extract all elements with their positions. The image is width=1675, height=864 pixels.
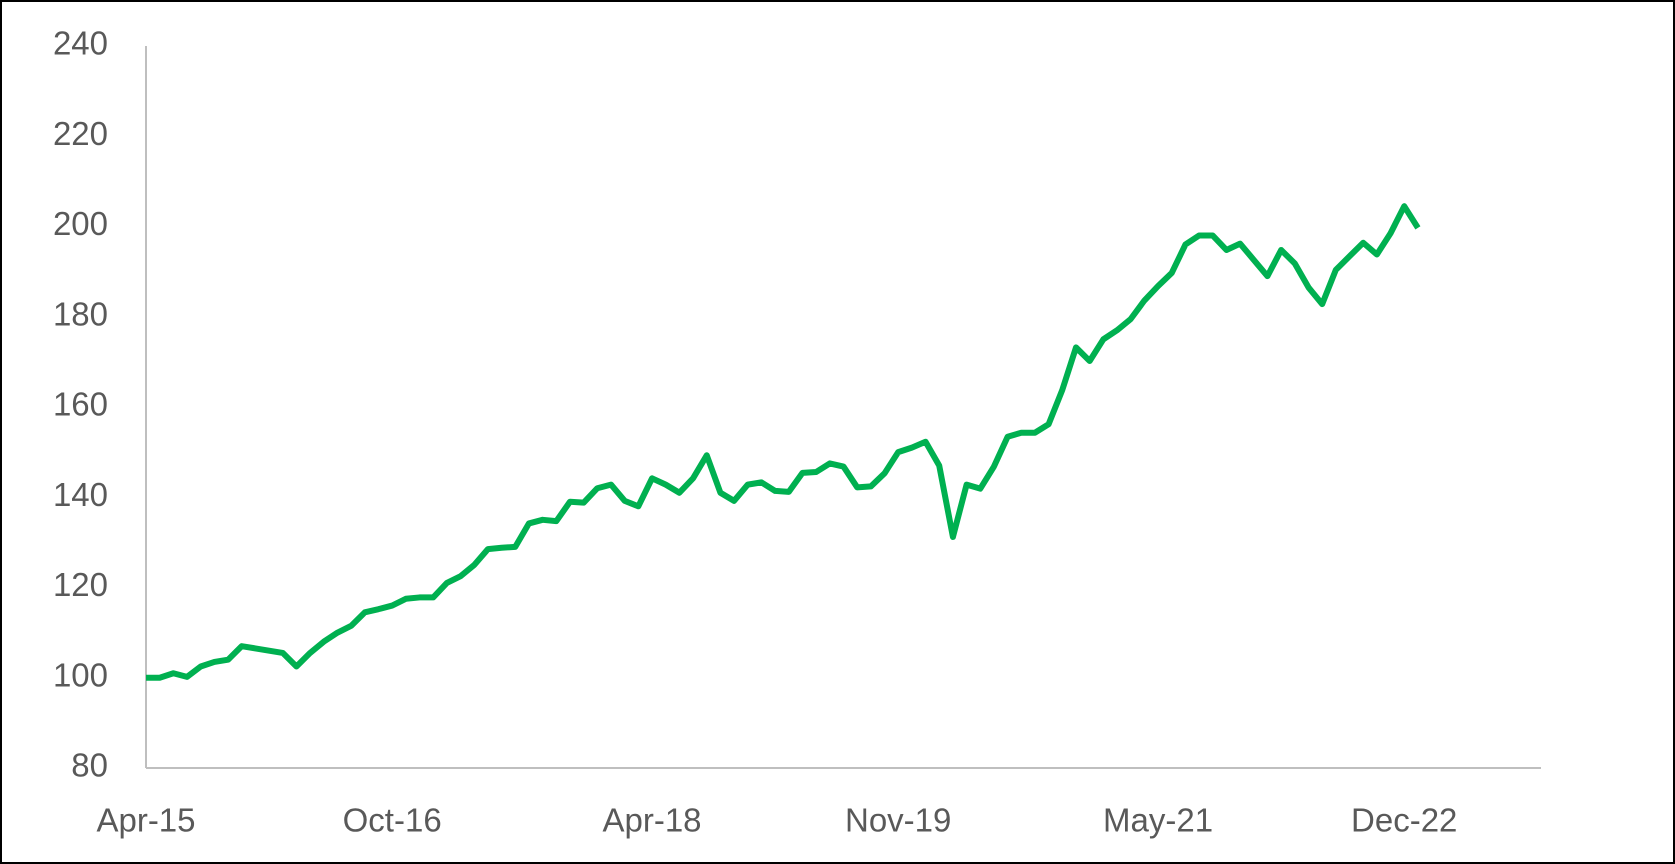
y-tick-label: 160 <box>53 386 108 423</box>
y-tick-label: 140 <box>53 476 108 513</box>
x-tick-label: May-21 <box>1103 802 1213 839</box>
y-tick-label: 120 <box>53 566 108 603</box>
x-tick-label: Apr-18 <box>602 802 701 839</box>
y-tick-label: 200 <box>53 205 108 242</box>
data-line <box>146 203 1421 681</box>
y-tick-label: 180 <box>53 295 108 332</box>
x-tick-label: Apr-15 <box>96 802 195 839</box>
y-tick-label: 240 <box>53 25 108 62</box>
y-tick-label: 80 <box>71 747 108 784</box>
x-tick-label: Dec-22 <box>1351 802 1457 839</box>
x-tick-label: Nov-19 <box>845 802 951 839</box>
y-tick-label: 220 <box>53 115 108 152</box>
x-tick-label: Oct-16 <box>343 802 442 839</box>
y-tick-label: 100 <box>53 656 108 693</box>
